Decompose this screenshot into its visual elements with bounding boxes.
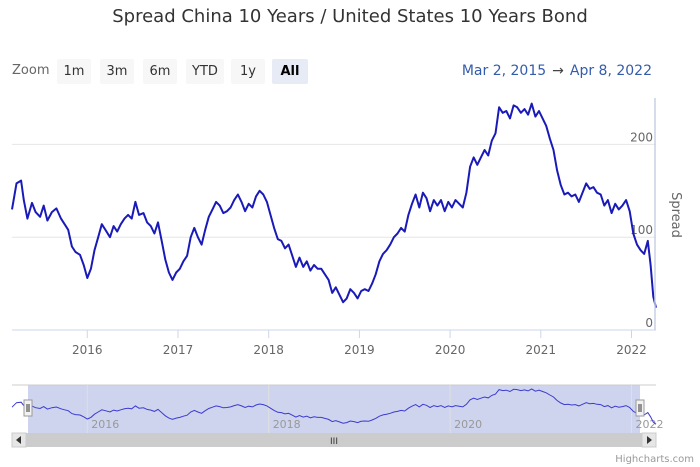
navigator-left-handle[interactable] (23, 399, 33, 417)
y-tick-label-0: 0 (645, 316, 653, 330)
navigator-mask[interactable] (28, 385, 640, 433)
credits-link[interactable]: Highcharts.com (615, 454, 694, 465)
navigator-ticks: 2016 2018 2020 2022 (86, 385, 664, 433)
chart-title: Spread China 10 Years / United States 10… (112, 6, 588, 27)
navigator-tick-label-2016: 2016 (91, 418, 119, 431)
date-range: Mar 2, 2015 → Apr 8, 2022 (462, 63, 652, 79)
date-range-arrow: → (552, 63, 564, 79)
x-tick-label-2019: 2019 (344, 343, 375, 357)
y-axis-ticks: 0 100 200 (630, 130, 653, 330)
x-tick-label-2016: 2016 (72, 343, 103, 357)
navigator-tick-label-2022: 2022 (636, 418, 664, 431)
scrollbar-right-arrow-icon (647, 436, 652, 444)
zoom-label: Zoom (12, 63, 50, 78)
date-range-from[interactable]: Mar 2, 2015 (461, 63, 547, 79)
y-axis-title: Spread (668, 192, 683, 238)
date-range-to[interactable]: Apr 8, 2022 (569, 63, 652, 79)
navigator-tick-label-2018: 2018 (273, 418, 301, 431)
navigator-tick-label-2020: 2020 (454, 418, 482, 431)
range-button-1y[interactable]: 1y (231, 59, 265, 84)
y-tick-label-200: 200 (630, 130, 653, 144)
scrollbar-grip-icon[interactable]: III (330, 437, 338, 447)
navigator-series-line (11, 388, 657, 425)
x-tick-label-2020: 2020 (435, 343, 466, 357)
scrollbar-thumb[interactable] (26, 433, 642, 447)
range-button-1m[interactable]: 1m (57, 59, 91, 84)
range-button-ytd[interactable]: YTD (186, 59, 224, 84)
grid-lines (12, 143, 656, 238)
x-tick-label-2017: 2017 (163, 343, 194, 357)
x-tick-label-2018: 2018 (253, 343, 284, 357)
x-axis-ticks: 2016 2017 2018 2019 2020 2021 2022 (72, 330, 647, 357)
y-tick-label-100: 100 (630, 223, 653, 237)
range-button-6m[interactable]: 6m (143, 59, 177, 84)
navigator-right-handle[interactable] (635, 399, 645, 417)
scrollbar-left-arrow-icon (16, 436, 21, 444)
series-line-spread[interactable] (11, 102, 657, 308)
range-button-3m[interactable]: 3m (100, 59, 134, 84)
x-tick-label-2022: 2022 (616, 343, 647, 357)
x-tick-label-2021: 2021 (526, 343, 557, 357)
range-button-all[interactable]: All (272, 59, 308, 84)
